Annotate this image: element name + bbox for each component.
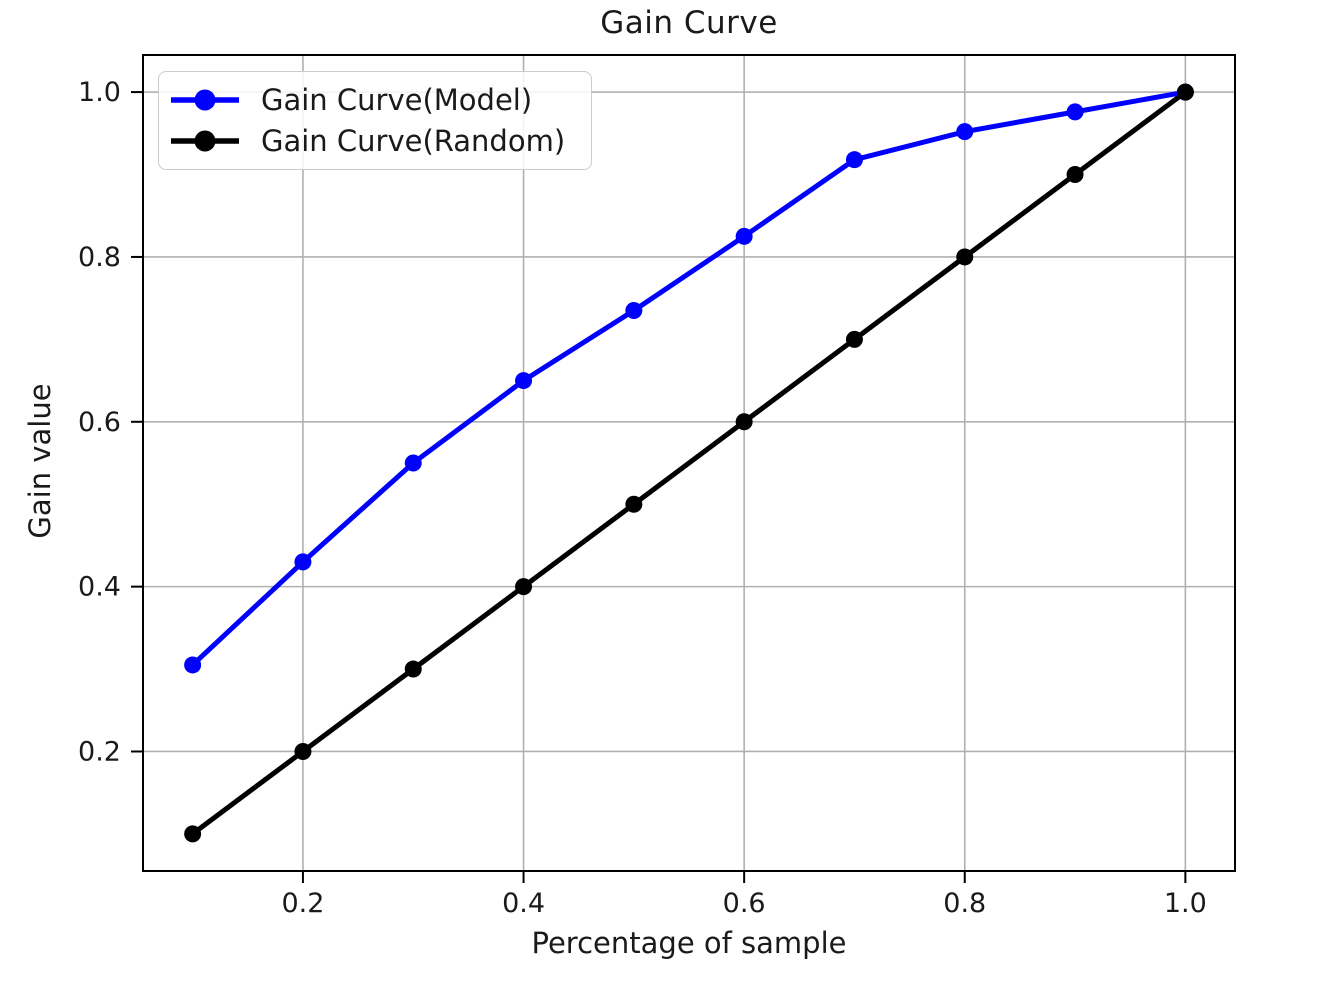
y-axis-label: Gain value: [23, 383, 57, 539]
y-tick-label: 1.0: [78, 77, 121, 108]
legend-item-model: Gain Curve(Model): [169, 80, 579, 120]
random-marker: [1066, 166, 1084, 184]
random-line: [190, 89, 1188, 837]
x-tick-label: 1.0: [1164, 888, 1207, 919]
legend-label-model: Gain Curve(Model): [261, 83, 533, 118]
model-marker: [735, 227, 753, 245]
model-marker: [294, 553, 312, 571]
x-tick-label: 0.6: [723, 888, 766, 919]
model-marker: [625, 302, 643, 320]
model-marker: [184, 656, 202, 674]
random-marker: [184, 825, 202, 843]
model-marker: [404, 454, 422, 472]
x-axis-label: Percentage of sample: [531, 926, 847, 960]
y-tick-label: 0.8: [78, 242, 121, 273]
legend-item-random: Gain Curve(Random): [169, 121, 579, 161]
axes-frame: [142, 54, 1236, 872]
random-marker: [1176, 83, 1194, 101]
y-tick-label: 0.6: [78, 407, 121, 438]
model-marker: [845, 151, 863, 169]
random-marker: [956, 248, 974, 266]
model-marker: [956, 123, 974, 141]
x-tick-label: 0.8: [943, 888, 986, 919]
model-marker: [515, 372, 533, 390]
model-marker: [1066, 103, 1084, 121]
model-line: [190, 89, 1188, 668]
model-line-sample-icon: [171, 89, 239, 111]
random-marker: [845, 330, 863, 348]
x-tick-label: 0.2: [281, 888, 324, 919]
x-tick-label: 0.4: [502, 888, 545, 919]
y-tick-label: 0.4: [78, 572, 121, 603]
random-marker: [735, 413, 753, 431]
random-marker: [404, 660, 422, 678]
random-marker: [515, 578, 533, 596]
random-marker: [625, 495, 643, 513]
legend: Gain Curve(Model) Gain Curve(Random): [158, 71, 592, 170]
random-line-sample-icon: [171, 130, 239, 152]
chart-title: Gain Curve: [600, 5, 778, 41]
legend-label-random: Gain Curve(Random): [261, 123, 566, 158]
random-marker: [294, 742, 312, 760]
y-tick-label: 0.2: [78, 736, 121, 767]
